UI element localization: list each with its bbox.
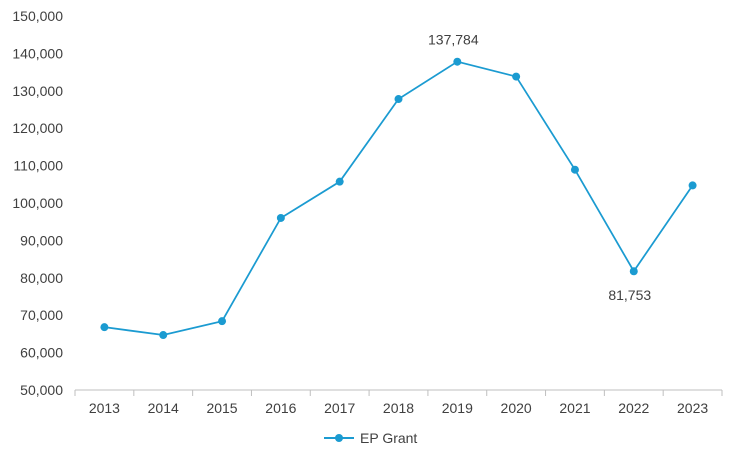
data-point-2021 (570, 165, 579, 174)
data-point-2017 (335, 177, 344, 186)
data-point-2014 (159, 331, 168, 340)
x-tick-label: 2017 (324, 400, 355, 416)
x-tick-label: 2018 (383, 400, 414, 416)
x-tick-label: 2013 (89, 400, 120, 416)
x-tick-label: 2022 (618, 400, 649, 416)
x-tick-label: 2021 (559, 400, 590, 416)
y-tick-label: 100,000 (12, 195, 63, 211)
data-point-2016 (276, 213, 285, 222)
x-tick-label: 2014 (148, 400, 179, 416)
data-point-2023 (688, 181, 697, 190)
data-point-2018 (394, 95, 403, 104)
y-tick-label: 80,000 (20, 270, 63, 286)
y-tick-label: 60,000 (20, 345, 63, 361)
data-point-2019 (453, 57, 462, 66)
y-tick-label: 120,000 (12, 120, 63, 136)
y-tick-label: 140,000 (12, 45, 63, 61)
legend-point-marker (335, 434, 343, 442)
data-point-2022 (629, 267, 638, 276)
legend-label-ep-grant: EP Grant (360, 430, 417, 446)
x-tick-label: 2015 (206, 400, 237, 416)
x-axis: 2013 2014 2015 2016 2017 2018 2019 2020 2021 2022… (74, 389, 723, 416)
data-label-2019: 137,784 (428, 32, 479, 48)
data-labels: 137,784 81,753 (428, 32, 651, 304)
x-tick-label: 2019 (442, 400, 473, 416)
x-tick-label: 2016 (265, 400, 296, 416)
x-tick-label: 2023 (677, 400, 708, 416)
y-tick-label: 110,000 (13, 158, 63, 174)
legend: EP Grant (324, 430, 417, 446)
data-label-2022: 81,753 (608, 287, 651, 303)
data-point-2020 (512, 72, 521, 81)
y-tick-label: 150,000 (12, 8, 63, 24)
y-tick-label: 70,000 (20, 307, 63, 323)
data-point-2013 (100, 323, 109, 332)
data-point-2015 (218, 317, 227, 326)
y-tick-label: 50,000 (20, 382, 63, 398)
y-tick-label: 130,000 (12, 83, 63, 99)
y-axis: 50,000 60,000 70,000 80,000 90,000 100,000 110… (12, 8, 63, 398)
x-tick-label: 2020 (501, 400, 532, 416)
series-layer (100, 57, 697, 340)
y-tick-label: 90,000 (20, 232, 63, 248)
